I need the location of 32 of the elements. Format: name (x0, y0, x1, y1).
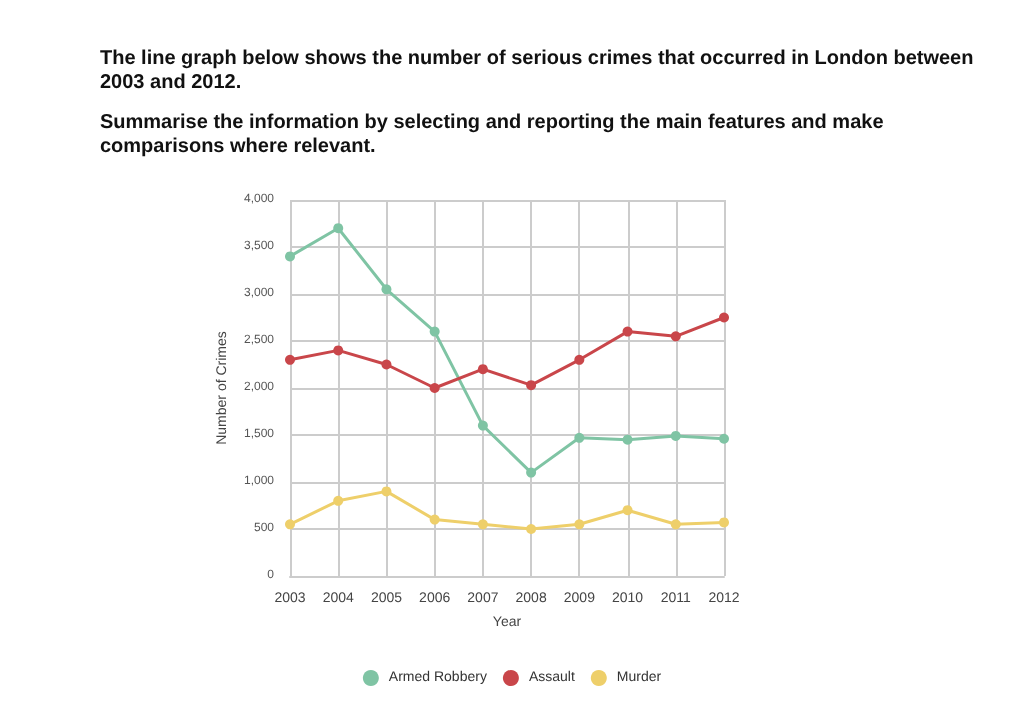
point (719, 433, 729, 444)
point (285, 251, 295, 262)
point (574, 519, 585, 530)
point (285, 354, 295, 365)
point (526, 467, 537, 478)
point (719, 312, 729, 323)
point (477, 364, 488, 375)
point (477, 420, 488, 431)
point (574, 432, 585, 443)
point (381, 359, 392, 370)
point (622, 326, 633, 337)
point (526, 524, 537, 534)
point (429, 383, 440, 393)
point (622, 434, 633, 445)
point (333, 495, 344, 506)
point (719, 517, 729, 528)
point (670, 519, 681, 530)
point (526, 380, 537, 391)
point (429, 326, 440, 337)
point (333, 345, 344, 356)
point (381, 486, 392, 497)
point (333, 223, 344, 234)
point (670, 430, 681, 441)
point (670, 331, 681, 342)
point (477, 519, 488, 530)
chart-subtitle: Summarise the information by selecting and reporting the main features and make comparisons where relevant. (100, 112, 886, 160)
point (574, 354, 585, 365)
chart-title: The line graph below shows the number of serious crimes that occurred in London between 2003 and 2012. (100, 48, 976, 96)
point (381, 284, 392, 295)
point (285, 519, 295, 530)
point (429, 514, 440, 525)
point (622, 505, 633, 516)
